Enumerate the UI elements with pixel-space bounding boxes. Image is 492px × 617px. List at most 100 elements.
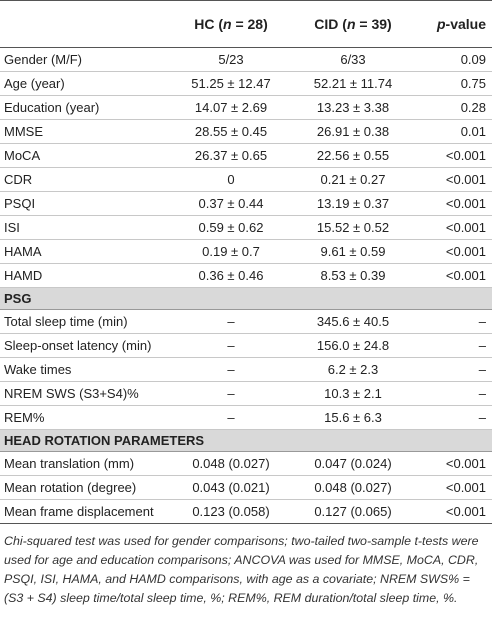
header-row: HC (n = 28) CID (n = 39) p-value [0, 0, 492, 48]
table-row: HAMA 0.19 ± 0.7 9.61 ± 0.59 <0.001 [0, 239, 492, 264]
table-row: ISI 0.59 ± 0.62 15.52 ± 0.52 <0.001 [0, 215, 492, 240]
cell: – [170, 381, 292, 406]
cell: – [414, 381, 492, 406]
cell: <0.001 [414, 451, 492, 476]
cell: – [170, 357, 292, 382]
row-label: Total sleep time (min) [0, 309, 170, 334]
cell: – [414, 333, 492, 358]
header-cell: HC (n = 28) [170, 0, 292, 48]
section-row: HEAD ROTATION PARAMETERS [0, 429, 492, 452]
cell: 15.52 ± 0.52 [292, 215, 414, 240]
table-row: Mean rotation (degree) 0.043 (0.021) 0.048… [0, 475, 492, 500]
header-text: n [223, 16, 232, 32]
section-row: PSG [0, 287, 492, 310]
cell: – [170, 309, 292, 334]
cell: 13.23 ± 3.38 [292, 95, 414, 120]
row-label: CDR [0, 167, 170, 192]
cell: 0.01 [414, 119, 492, 144]
cell: – [414, 357, 492, 382]
cell: 0.19 ± 0.7 [170, 239, 292, 264]
table-body: Gender (M/F) 5/23 6/33 0.09 Age (year) 51.25 … [0, 47, 492, 524]
table-row: Mean translation (mm) 0.048 (0.027) 0.047 … [0, 451, 492, 476]
section-title: HEAD ROTATION PARAMETERS [0, 429, 492, 452]
cell: 8.53 ± 0.39 [292, 263, 414, 288]
cell: 0.127 (0.065) [292, 499, 414, 524]
header-text: p [436, 16, 446, 32]
cell: – [170, 333, 292, 358]
cell: 0.75 [414, 71, 492, 96]
row-label: ISI [0, 215, 170, 240]
table-row: Total sleep time (min) –345.6 ± 40.5– [0, 309, 492, 334]
row-label: NREM SWS (S3+S4)% [0, 381, 170, 406]
row-label: Age (year) [0, 71, 170, 96]
cell: 51.25 ± 12.47 [170, 71, 292, 96]
table-row: Age (year) 51.25 ± 12.47 52.21 ± 11.74 0.75 [0, 71, 492, 96]
table-row: Sleep-onset latency (min) –156.0 ± 24.8– [0, 333, 492, 358]
table-row: HAMD 0.36 ± 0.46 8.53 ± 0.39 <0.001 [0, 263, 492, 288]
cell: 0.21 ± 0.27 [292, 167, 414, 192]
cell: 14.07 ± 2.69 [170, 95, 292, 120]
data-table: HC (n = 28) CID (n = 39) p-value Gender (M… [0, 0, 492, 524]
cell: 0.36 ± 0.46 [170, 263, 292, 288]
cell: 26.37 ± 0.65 [170, 143, 292, 168]
row-label: HAMA [0, 239, 170, 264]
cell: – [414, 309, 492, 334]
row-label: MMSE [0, 119, 170, 144]
cell: 6.2 ± 2.3 [292, 357, 414, 382]
table-row: Education (year) 14.07 ± 2.69 13.23 ± 3.38… [0, 95, 492, 120]
header-text: n [346, 16, 356, 32]
cell: <0.001 [414, 143, 492, 168]
cell: 156.0 ± 24.8 [292, 333, 414, 358]
cell: 0.047 (0.024) [292, 451, 414, 476]
cell: 10.3 ± 2.1 [292, 381, 414, 406]
header-cell: CID (n = 39) [292, 0, 414, 48]
header-text: CID ( [314, 16, 347, 32]
cell: 345.6 ± 40.5 [292, 309, 414, 334]
cell: 22.56 ± 0.55 [292, 143, 414, 168]
header-text: = 28) [231, 16, 268, 32]
row-label: REM% [0, 405, 170, 430]
cell: 52.21 ± 11.74 [292, 71, 414, 96]
row-label: PSQI [0, 191, 170, 216]
row-label: Mean rotation (degree) [0, 475, 170, 500]
table-row: PSQI 0.37 ± 0.44 13.19 ± 0.37 <0.001 [0, 191, 492, 216]
header-text: = 39) [355, 16, 392, 32]
table-row: Mean frame displacement 0.123 (0.058) 0.12… [0, 499, 492, 524]
cell: 26.91 ± 0.38 [292, 119, 414, 144]
cell: 5/23 [170, 47, 292, 72]
header-blank [0, 0, 170, 48]
cell: 0.043 (0.021) [170, 475, 292, 500]
row-label: Mean translation (mm) [0, 451, 170, 476]
cell: 15.6 ± 6.3 [292, 405, 414, 430]
cell: 0.28 [414, 95, 492, 120]
cell: <0.001 [414, 215, 492, 240]
cell: 0.123 (0.058) [170, 499, 292, 524]
cell: 0.048 (0.027) [170, 451, 292, 476]
header-cell: p-value [414, 0, 492, 48]
table-row: Wake times –6.2 ± 2.3– [0, 357, 492, 382]
cell: – [414, 405, 492, 430]
cell: 6/33 [292, 47, 414, 72]
table-row: MMSE 28.55 ± 0.45 26.91 ± 0.38 0.01 [0, 119, 492, 144]
cell: 28.55 ± 0.45 [170, 119, 292, 144]
header-text: -value [445, 16, 486, 32]
cell: 0.048 (0.027) [292, 475, 414, 500]
table-row: Gender (M/F) 5/23 6/33 0.09 [0, 47, 492, 72]
row-label: Mean frame displacement [0, 499, 170, 524]
cell: 0.09 [414, 47, 492, 72]
cell: 9.61 ± 0.59 [292, 239, 414, 264]
cell: <0.001 [414, 263, 492, 288]
cell: 13.19 ± 0.37 [292, 191, 414, 216]
cell: 0.59 ± 0.62 [170, 215, 292, 240]
row-label: HAMD [0, 263, 170, 288]
header-text: HC ( [194, 16, 223, 32]
table-row: CDR 0 0.21 ± 0.27 <0.001 [0, 167, 492, 192]
table-row: MoCA 26.37 ± 0.65 22.56 ± 0.55 <0.001 [0, 143, 492, 168]
table-row: NREM SWS (S3+S4)% –10.3 ± 2.1– [0, 381, 492, 406]
table-row: REM% –15.6 ± 6.3– [0, 405, 492, 430]
cell: <0.001 [414, 239, 492, 264]
cell: <0.001 [414, 167, 492, 192]
row-label: Gender (M/F) [0, 47, 170, 72]
cell: <0.001 [414, 191, 492, 216]
